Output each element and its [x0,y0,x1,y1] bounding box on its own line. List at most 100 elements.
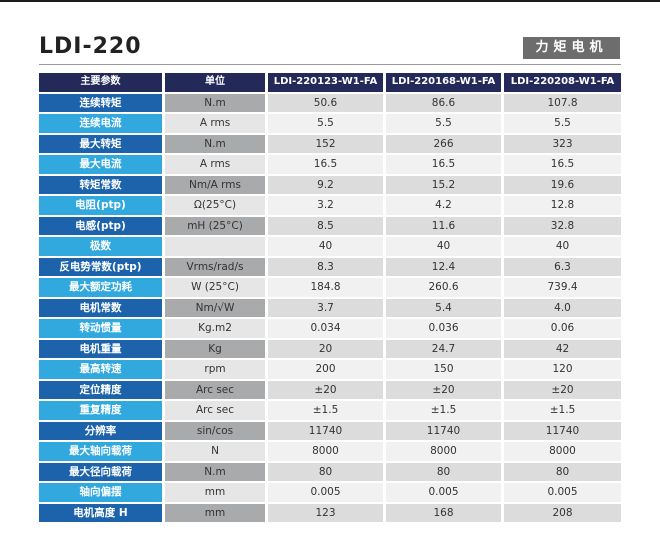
table-row: 最大额定功耗 W (25°C) 184.8 260.6 739.4 [39,278,621,297]
model-2-value-cell: 5.5 [386,114,501,133]
unit-cell: Nm/√W [165,298,265,317]
parameter-cell: 电感(ptp) [39,216,162,235]
unit-cell: mH (25°C) [165,216,265,235]
title-divider [39,64,621,65]
model-1-value-cell: 9.2 [268,175,383,194]
model-1-value-cell: 8000 [268,442,383,461]
model-3-value-cell: ±1.5 [504,401,621,420]
table-row: 轴向偏摆 mm 0.005 0.005 0.005 [39,483,621,502]
model-1-value-cell: 40 [268,237,383,256]
model-2-value-cell: 0.036 [386,319,501,338]
model-2-value-cell: 260.6 [386,278,501,297]
model-1-value-cell: 3.2 [268,196,383,215]
parameter-cell: 反电势常数(ptp) [39,257,162,276]
parameter-cell: 最大转矩 [39,134,162,153]
model-1-value-cell: 80 [268,462,383,481]
unit-cell: rpm [165,360,265,379]
spec-table: 主要参数 单位 LDI-220123-W1-FA LDI-220168-W1-F… [39,73,621,524]
model-3-value-cell: ±20 [504,380,621,399]
model-1-value-cell: 8.3 [268,257,383,276]
model-1-value-cell: 0.005 [268,483,383,502]
model-3-value-cell: 8000 [504,442,621,461]
model-3-value-cell: 0.06 [504,319,621,338]
parameter-cell: 定位精度 [39,380,162,399]
column-header-model-3: LDI-220208-W1-FA [504,73,621,92]
unit-cell: mm [165,503,265,522]
model-3-value-cell: 42 [504,339,621,358]
model-2-value-cell: 5.4 [386,298,501,317]
unit-cell: A rms [165,155,265,174]
table-header-row: 主要参数 单位 LDI-220123-W1-FA LDI-220168-W1-F… [39,73,621,92]
table-row: 最高转速 rpm 200 150 120 [39,360,621,379]
table-row: 转动惯量 Kg.m2 0.034 0.036 0.06 [39,319,621,338]
model-3-value-cell: 6.3 [504,257,621,276]
parameter-cell: 电机常数 [39,298,162,317]
unit-cell: N.m [165,134,265,153]
table-row: 电阻(ptp) Ω(25°C) 3.2 4.2 12.8 [39,196,621,215]
model-3-value-cell: 80 [504,462,621,481]
column-header-model-2: LDI-220168-W1-FA [386,73,501,92]
model-1-value-cell: 123 [268,503,383,522]
model-1-value-cell: ±20 [268,380,383,399]
model-3-value-cell: 0.005 [504,483,621,502]
table-row: 最大转矩 N.m 152 266 323 [39,134,621,153]
model-2-value-cell: 40 [386,237,501,256]
category-badge: 力矩电机 [523,37,620,59]
unit-cell [165,237,265,256]
model-3-value-cell: 739.4 [504,278,621,297]
model-1-value-cell: 5.5 [268,114,383,133]
unit-cell: Arc sec [165,380,265,399]
model-1-value-cell: 152 [268,134,383,153]
model-3-value-cell: 19.6 [504,175,621,194]
model-2-value-cell: 266 [386,134,501,153]
model-2-value-cell: 16.5 [386,155,501,174]
model-2-value-cell: 80 [386,462,501,481]
model-3-value-cell: 40 [504,237,621,256]
model-2-value-cell: ±20 [386,380,501,399]
parameter-cell: 最大径向载荷 [39,462,162,481]
table-row: 最大电流 A rms 16.5 16.5 16.5 [39,155,621,174]
model-2-value-cell: 8000 [386,442,501,461]
model-3-value-cell: 323 [504,134,621,153]
model-2-value-cell: 15.2 [386,175,501,194]
parameter-cell: 最大轴向载荷 [39,442,162,461]
parameter-cell: 最大额定功耗 [39,278,162,297]
unit-cell: A rms [165,114,265,133]
table-row: 最大轴向载荷 N 8000 8000 8000 [39,442,621,461]
column-header-parameter: 主要参数 [39,73,162,92]
model-1-value-cell: 20 [268,339,383,358]
table-row: 连续转矩 N.m 50.6 86.6 107.8 [39,93,621,112]
table-row: 电机重量 Kg 20 24.7 42 [39,339,621,358]
unit-cell: N.m [165,462,265,481]
parameter-cell: 电机高度 H [39,503,162,522]
unit-cell: Vrms/rad/s [165,257,265,276]
model-1-value-cell: 16.5 [268,155,383,174]
model-1-value-cell: 11740 [268,421,383,440]
model-1-value-cell: ±1.5 [268,401,383,420]
parameter-cell: 分辨率 [39,421,162,440]
model-2-value-cell: 11.6 [386,216,501,235]
unit-cell: Ω(25°C) [165,196,265,215]
model-3-value-cell: 32.8 [504,216,621,235]
unit-cell: N.m [165,93,265,112]
table-row: 定位精度 Arc sec ±20 ±20 ±20 [39,380,621,399]
table-row: 反电势常数(ptp) Vrms/rad/s 8.3 12.4 6.3 [39,257,621,276]
parameter-cell: 最大电流 [39,155,162,174]
parameter-cell: 电机重量 [39,339,162,358]
table-row: 电机常数 Nm/√W 3.7 5.4 4.0 [39,298,621,317]
parameter-cell: 轴向偏摆 [39,483,162,502]
model-1-value-cell: 8.5 [268,216,383,235]
parameter-cell: 电阻(ptp) [39,196,162,215]
unit-cell: Arc sec [165,401,265,420]
model-3-value-cell: 5.5 [504,114,621,133]
parameter-cell: 转矩常数 [39,175,162,194]
model-2-value-cell: 0.005 [386,483,501,502]
model-3-value-cell: 16.5 [504,155,621,174]
model-3-value-cell: 4.0 [504,298,621,317]
table-row: 最大径向载荷 N.m 80 80 80 [39,462,621,481]
table-row: 重复精度 Arc sec ±1.5 ±1.5 ±1.5 [39,401,621,420]
table-row: 连续电流 A rms 5.5 5.5 5.5 [39,114,621,133]
unit-cell: sin/cos [165,421,265,440]
